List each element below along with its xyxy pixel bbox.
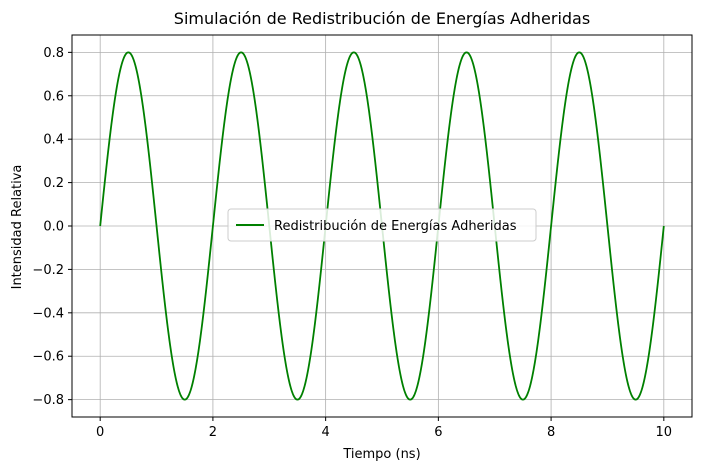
x-axis-label: Tiempo (ns) [342, 447, 420, 462]
x-tick-label: 2 [209, 425, 217, 440]
y-tick-label: 0.0 [43, 220, 64, 235]
x-tick-label: 4 [321, 425, 329, 440]
x-tick-label: 0 [96, 425, 104, 440]
x-tick-label: 8 [547, 425, 555, 440]
legend: Redistribución de Energías Adheridas [227, 208, 537, 242]
y-axis-ticks: −0.8 −0.6 −0.4 −0.2 0.0 0.2 0.4 0.6 0.8 [32, 46, 72, 408]
y-tick-label: 0.2 [43, 176, 64, 191]
legend-box [227, 208, 537, 242]
y-tick-label: −0.2 [32, 263, 64, 278]
x-tick-label: 6 [434, 425, 442, 440]
x-axis-ticks: 0 2 4 6 8 10 [96, 417, 672, 440]
y-axis-label: Intensidad Relativa [10, 165, 25, 290]
y-tick-label: −0.4 [32, 306, 64, 321]
y-tick-label: 0.8 [43, 46, 64, 61]
x-tick-label: 10 [656, 425, 673, 440]
chart-title: Simulación de Redistribución de Energías… [174, 9, 590, 28]
legend-label: Redistribución de Energías Adheridas [274, 219, 517, 234]
y-tick-label: −0.8 [32, 393, 64, 408]
y-tick-label: 0.4 [43, 133, 64, 148]
y-tick-label: −0.6 [32, 350, 64, 365]
y-tick-label: 0.6 [43, 89, 64, 104]
